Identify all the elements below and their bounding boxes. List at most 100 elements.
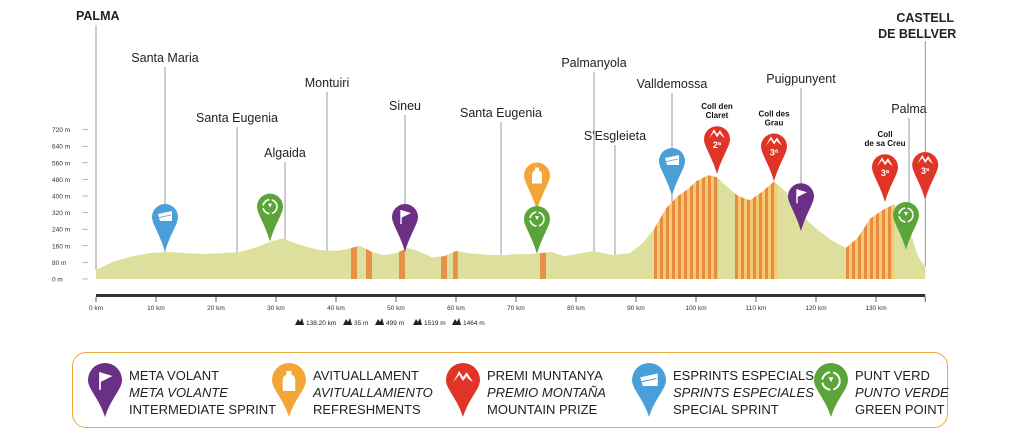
town-label: Palma [891, 102, 926, 116]
legend-pin [632, 363, 666, 417]
y-tick-label: 320 m [52, 210, 70, 217]
flag-pin-icon [88, 363, 122, 417]
town-label: PALMA [76, 9, 120, 23]
x-tick-label: 60 km [447, 305, 465, 312]
town-label: Puigpunyent [766, 72, 836, 86]
y-tick-label: 640 m [52, 144, 70, 151]
recycle-arrow [535, 216, 539, 221]
climb-stripe [849, 175, 853, 279]
y-axis: 720 m 640 m 560 m 480 m 400 m 320 m 240 m 160 m… [52, 127, 88, 284]
climb-stripe [864, 175, 868, 279]
legend-label: META VOLANT [129, 368, 220, 383]
climb-stripe [870, 175, 874, 279]
town-label: Santa Eugenia [196, 111, 278, 125]
legend-label-en: GREEN POINT [855, 402, 945, 417]
mountain-shape [766, 136, 782, 146]
recycle-ring [529, 211, 545, 227]
mountain-shape [453, 371, 473, 383]
mountain-marker: 3ª [761, 133, 787, 182]
climb-stripe [738, 175, 742, 279]
x-tick-label: 130 km [865, 305, 886, 312]
climb-stripe [759, 175, 763, 279]
x-tick-label: 0 km [89, 305, 103, 312]
town-label: DE BELLVER [878, 27, 956, 41]
climb-stripe [675, 175, 679, 279]
y-tick-label: 400 m [52, 194, 70, 201]
climb-stripe [873, 175, 877, 279]
climb-stripe [885, 175, 889, 279]
mountain-shape [917, 155, 934, 164]
town-label: Santa Maria [131, 51, 198, 65]
stat-mountain-icon [413, 318, 422, 325]
climb-name-label: Grau [765, 118, 784, 127]
legend-label: ESPRINTS ESPECIALS [673, 368, 814, 383]
intermediate-marker [788, 183, 814, 232]
bottle-shape [282, 371, 296, 391]
climb-stripe [756, 175, 760, 279]
recycle-ring [898, 207, 914, 223]
x-tick-label: 110 km [746, 305, 767, 312]
legend-label-es: PREMIO MONTAÑA [487, 385, 606, 400]
stat-mountain-icon [295, 318, 304, 325]
climb-stripe [660, 175, 664, 279]
climb-stripe [753, 175, 757, 279]
mountain-marker: 3ª [872, 154, 898, 203]
pin-body [88, 363, 122, 417]
x-axis: 0 km 10 km 20 km 30 km 40 km 50 km 60 km 70 km 8… [89, 294, 926, 312]
legend-pin [88, 363, 122, 417]
climb-stripe [705, 175, 709, 279]
stat-value: 1519 m [424, 320, 446, 327]
climb-stripe [762, 175, 766, 279]
climb-stripe [888, 175, 892, 279]
minor-ramp-stripe [366, 200, 372, 279]
minor-ramp-stripe [351, 200, 357, 279]
climb-stripe [690, 175, 694, 279]
legend-label-en: REFRESHMENTS [313, 402, 421, 417]
climb-stripe [693, 175, 697, 279]
green-marker [524, 206, 550, 255]
climb-stripe [765, 175, 769, 279]
recycle-pin-icon [814, 363, 848, 417]
x-tick-label: 100 km [685, 305, 706, 312]
stat-value: 499 m [386, 320, 404, 327]
climb-stripe [744, 175, 748, 279]
x-tick-label: 50 km [387, 305, 405, 312]
sprint-line [638, 378, 657, 383]
pin-body [872, 154, 898, 203]
climb-stripe [747, 175, 751, 279]
pin-body [632, 363, 666, 417]
climb-stripe [876, 175, 880, 279]
legend-label-en: SPECIAL SPRINT [673, 402, 779, 417]
y-tick-label: 720 m [52, 127, 70, 134]
legend-pin [814, 363, 848, 417]
climb-stripe [696, 175, 700, 279]
town-layer: PALMA Santa Maria Santa Eugenia Algaida Mont… [76, 9, 956, 270]
category-label: 3ª [881, 168, 890, 178]
climb-stripe [702, 175, 706, 279]
pin-body [257, 193, 283, 242]
climb-stripe [879, 175, 883, 279]
recycle-arrow [904, 211, 908, 216]
recycle-ring [262, 198, 278, 215]
legend-label-en: MOUNTAIN PRIZE [487, 402, 598, 417]
y-tick-label: 240 m [52, 227, 70, 234]
flag-cloth [100, 372, 113, 383]
x-tick-label: 30 km [267, 305, 285, 312]
town-label: Valldemossa [637, 77, 708, 91]
sprint-pin-icon [632, 363, 666, 417]
climb-name-label: de sa Creu [865, 139, 906, 148]
pin-body [392, 204, 418, 253]
x-tick-label: 10 km [147, 305, 165, 312]
legend-pin [272, 363, 306, 417]
legend-label: PUNT VERD [855, 368, 930, 383]
climb-stripe [663, 175, 667, 279]
legend-label-es: META VOLANTE [129, 385, 228, 400]
y-tick-label: 160 m [52, 243, 70, 250]
pin-body [912, 152, 939, 200]
pin-body [788, 183, 814, 232]
stat-value: 35 m [354, 320, 368, 327]
climb-stripe [891, 175, 895, 279]
mountain-shape [709, 129, 725, 139]
sprint-marker [659, 148, 685, 196]
y-tick-label: 0 m [52, 277, 63, 284]
